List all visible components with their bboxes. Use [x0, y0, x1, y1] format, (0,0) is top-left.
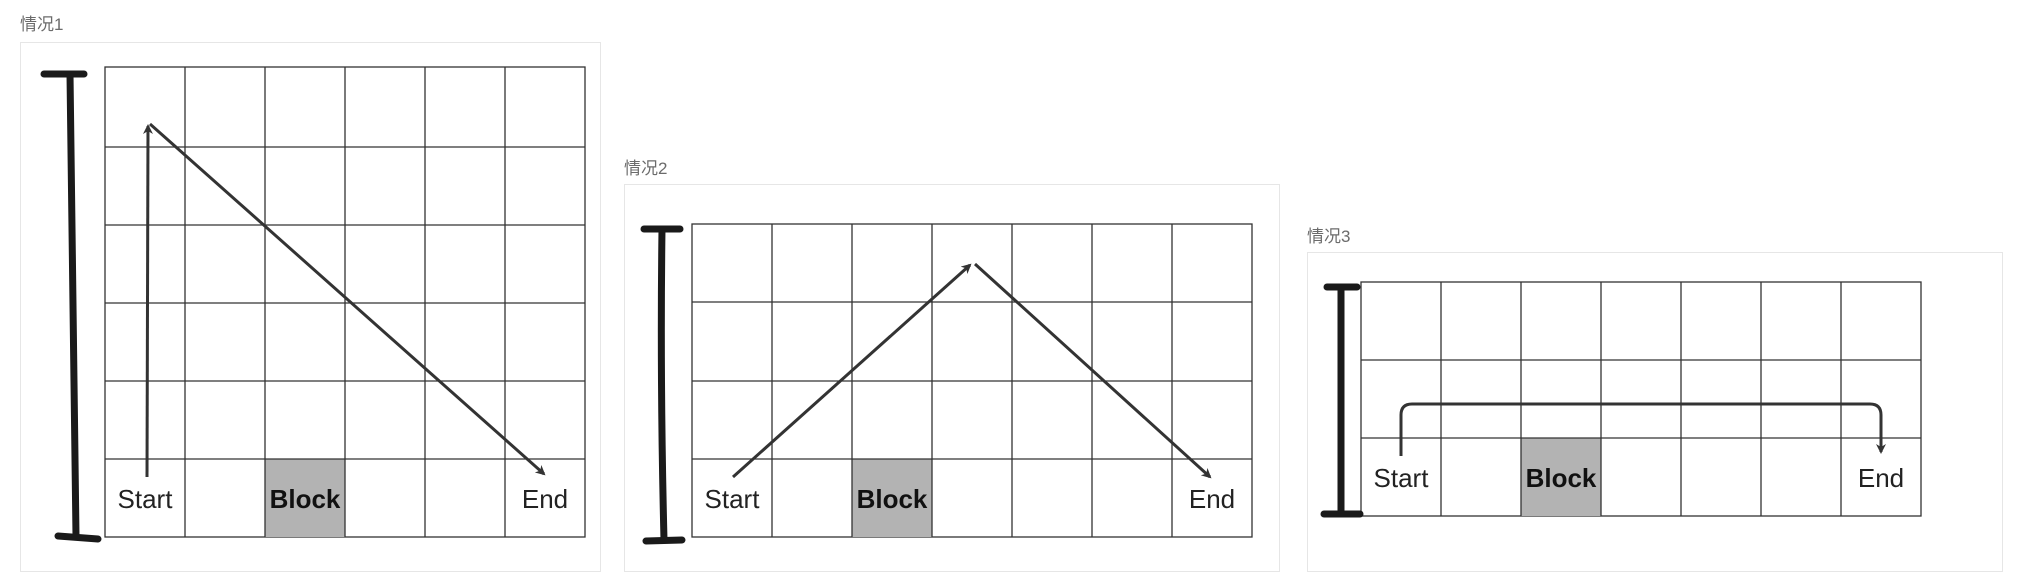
frame-title-3: 情况3	[1307, 227, 1351, 246]
arrow-up-2	[731, 263, 972, 479]
end-label-2: End	[1189, 484, 1235, 514]
start-label-3: Start	[1374, 463, 1430, 493]
height-bar-3	[1320, 283, 1364, 518]
end-label-3: End	[1858, 463, 1904, 493]
arrow-over-3	[1399, 402, 1886, 456]
block-label-1: Block	[270, 484, 341, 514]
start-label-1: Start	[118, 484, 174, 514]
block-cell-3	[1521, 438, 1601, 516]
grid-1	[104, 66, 586, 538]
height-bar-2	[640, 225, 686, 545]
arrow-up-1	[142, 124, 153, 478]
block-label-2: Block	[857, 484, 928, 514]
start-label-2: Start	[705, 484, 761, 514]
path-arrows-2	[731, 262, 1212, 479]
grid-2	[691, 223, 1253, 538]
height-bar-1	[40, 70, 102, 543]
block-label-3: Block	[1526, 463, 1597, 493]
end-label-1: End	[522, 484, 568, 514]
grid-3	[1360, 281, 1922, 517]
path-arrows-3	[1399, 402, 1886, 456]
path-arrows-1	[142, 122, 546, 478]
arrow-down-2	[973, 262, 1212, 479]
block-cell-2	[852, 459, 932, 537]
frame-title-1: 情况1	[20, 15, 64, 34]
arrow-diagonal-1	[149, 122, 546, 476]
block-cell-1	[265, 459, 345, 537]
frame-title-2: 情况2	[624, 159, 668, 178]
